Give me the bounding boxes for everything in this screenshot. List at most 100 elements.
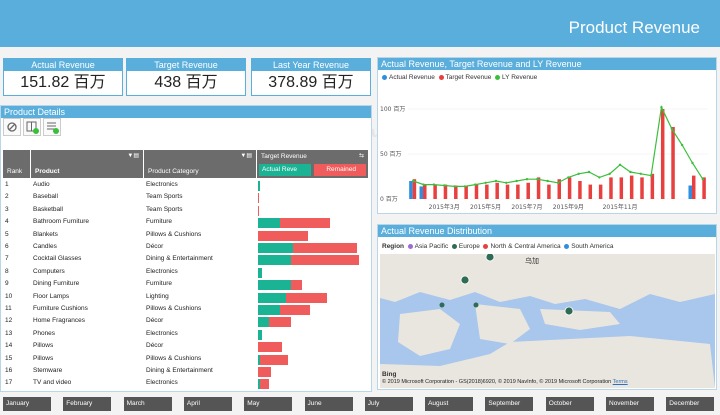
legend-asia[interactable]: Asia Pacific — [414, 243, 449, 250]
legend-target[interactable]: Target Revenue — [445, 74, 492, 81]
remained-revenue-bar[interactable] — [258, 193, 260, 204]
actual-revenue-bar[interactable] — [258, 267, 263, 278]
actual-revenue-bar[interactable] — [258, 354, 261, 365]
actual-revenue-bar[interactable] — [258, 181, 261, 191]
revenue-chart[interactable]: 100 百万 50 百万 0 百万 2015年3月 2015年5月 2015年7月 2015… — [378, 88, 716, 212]
product-cell: Candles — [33, 243, 57, 250]
table-row[interactable]: 14 Pillows Décor — [3, 341, 368, 353]
ly-revenue-point — [598, 176, 601, 179]
filter-icon[interactable]: ▼▤ — [240, 153, 252, 159]
legend-actual[interactable]: Actual Revenue — [389, 74, 435, 81]
column-header-category[interactable]: Product Category ▼▤ — [144, 150, 256, 178]
table-row[interactable]: 11 Furniture Cushions Pillows & Cushions — [3, 304, 368, 316]
month-slicer-item[interactable]: October — [545, 397, 594, 411]
ly-revenue-point — [432, 183, 436, 186]
month-slicer-item[interactable]: June — [304, 397, 353, 411]
clear-filter-button[interactable] — [3, 118, 21, 136]
column-header-rank[interactable]: Rank — [3, 150, 30, 178]
month-slicer-item[interactable]: February — [63, 397, 112, 411]
map-terms-link[interactable]: Terms — [612, 379, 628, 385]
table-row[interactable]: 6 Candles Décor — [3, 242, 368, 254]
rank-cell: 15 — [5, 354, 13, 362]
map-bubble-europe[interactable] — [439, 302, 445, 308]
table-row[interactable]: 2 Baseball Team Sports — [3, 192, 368, 204]
map-bubble-europe[interactable] — [485, 254, 495, 262]
kpi-card-actual-revenue[interactable]: Actual Revenue 151.82 百万 — [3, 58, 123, 96]
filter-icon[interactable]: ▼▤ — [127, 153, 139, 159]
table-row[interactable]: 1 Audio Electronics — [3, 180, 368, 192]
ly-revenue-point — [546, 179, 549, 183]
remained-revenue-bar[interactable] — [258, 367, 272, 377]
month-slicer-item[interactable]: April — [183, 397, 232, 411]
ly-revenue-point — [443, 184, 446, 187]
remained-revenue-bar[interactable] — [258, 230, 308, 241]
table-row[interactable]: 10 Floor Lamps Lighting — [3, 292, 368, 304]
remained-revenue-bar[interactable] — [258, 342, 283, 353]
table-row[interactable]: 8 Computers Electronics — [3, 267, 368, 279]
remained-revenue-bar[interactable] — [285, 292, 328, 303]
actual-revenue-bar[interactable] — [258, 255, 291, 266]
actual-revenue-bar[interactable] — [258, 317, 269, 328]
remained-revenue-bar[interactable] — [293, 243, 357, 253]
month-slicer-item[interactable]: August — [425, 397, 474, 411]
month-slicer-item[interactable]: January — [3, 397, 51, 411]
remained-revenue-bar[interactable] — [269, 317, 291, 328]
actual-revenue-bar[interactable] — [258, 329, 263, 340]
category-cell: Dining & Entertainment — [146, 367, 213, 374]
kpi-card-last-year-revenue[interactable]: Last Year Revenue 378.89 百万 — [251, 58, 371, 96]
actual-revenue-bar[interactable] — [258, 379, 261, 390]
actual-revenue-bar[interactable] — [258, 280, 291, 291]
remained-revenue-bar[interactable] — [291, 280, 302, 291]
target-revenue-bar — [474, 184, 479, 199]
remained-revenue-bar[interactable] — [260, 354, 288, 365]
column-header-remained[interactable]: Remained — [314, 164, 366, 176]
ly-revenue-point — [629, 170, 632, 174]
remained-revenue-bar[interactable] — [291, 255, 360, 266]
map-bubble-europe[interactable] — [473, 302, 479, 308]
column-header-product[interactable]: Product ▼▤ — [31, 150, 143, 178]
actual-revenue-bar[interactable] — [258, 243, 294, 253]
table-row[interactable]: 13 Phones Electronics — [3, 329, 368, 341]
expand-icon[interactable]: ⇆ — [358, 153, 364, 159]
month-slicer-item[interactable]: November — [606, 397, 654, 411]
map-bubble-europe[interactable] — [460, 275, 470, 285]
actual-revenue-bar[interactable] — [258, 218, 280, 229]
revenue-map[interactable]: 乌加 Bing — [380, 254, 715, 388]
table-row[interactable]: 4 Bathroom Furniture Furniture — [3, 217, 368, 229]
table-row[interactable]: 9 Dining Furniture Furniture — [3, 279, 368, 291]
month-slicer-item[interactable]: December — [666, 397, 715, 411]
remained-revenue-bar[interactable] — [260, 379, 269, 390]
legend-na[interactable]: North & Central America — [490, 243, 561, 250]
table-row[interactable]: 5 Blankets Pillows & Cushions — [3, 230, 368, 242]
table-row[interactable]: 3 Basketball Team Sports — [3, 205, 368, 217]
column-header-actual[interactable]: Actual Reve — [259, 164, 311, 176]
ly-revenue-point — [505, 181, 508, 184]
kpi-card-target-revenue[interactable]: Target Revenue 438 百万 — [126, 58, 246, 96]
table-row[interactable]: 12 Home Fragrances Décor — [3, 316, 368, 328]
target-revenue-bar — [485, 184, 489, 199]
add-column-button[interactable] — [23, 118, 41, 136]
rank-cell: 2 — [5, 193, 9, 201]
table-row[interactable]: 17 TV and video Electronics — [3, 378, 368, 390]
category-cell: Furniture — [146, 280, 173, 288]
actual-revenue-bar[interactable] — [258, 305, 280, 315]
month-slicer-item[interactable]: September — [485, 397, 534, 411]
table-row[interactable]: 15 Pillows Pillows & Cushions — [3, 354, 368, 366]
x-tick-label: 2015年11月 — [603, 203, 638, 211]
legend-sa[interactable]: South America — [571, 243, 614, 250]
month-slicer-item[interactable]: May — [244, 397, 293, 411]
table-row[interactable]: 7 Cocktail Glasses Dining & Entertainment — [3, 254, 368, 266]
panel-title: Actual Revenue, Target Revenue and LY Re… — [378, 58, 716, 70]
category-cell: Electronics — [146, 267, 178, 275]
legend-ly[interactable]: LY Revenue — [502, 74, 538, 81]
map-bubble-europe[interactable] — [564, 306, 574, 316]
month-slicer-item[interactable]: July — [364, 397, 413, 411]
add-row-button[interactable] — [43, 118, 61, 136]
month-slicer-item[interactable]: March — [123, 397, 172, 411]
actual-revenue-bar[interactable] — [258, 292, 286, 303]
remained-revenue-bar[interactable] — [258, 205, 260, 216]
legend-europe[interactable]: Europe — [458, 243, 480, 250]
remained-revenue-bar[interactable] — [280, 305, 310, 315]
remained-revenue-bar[interactable] — [280, 218, 330, 229]
table-row[interactable]: 16 Stemware Dining & Entertainment — [3, 366, 368, 378]
